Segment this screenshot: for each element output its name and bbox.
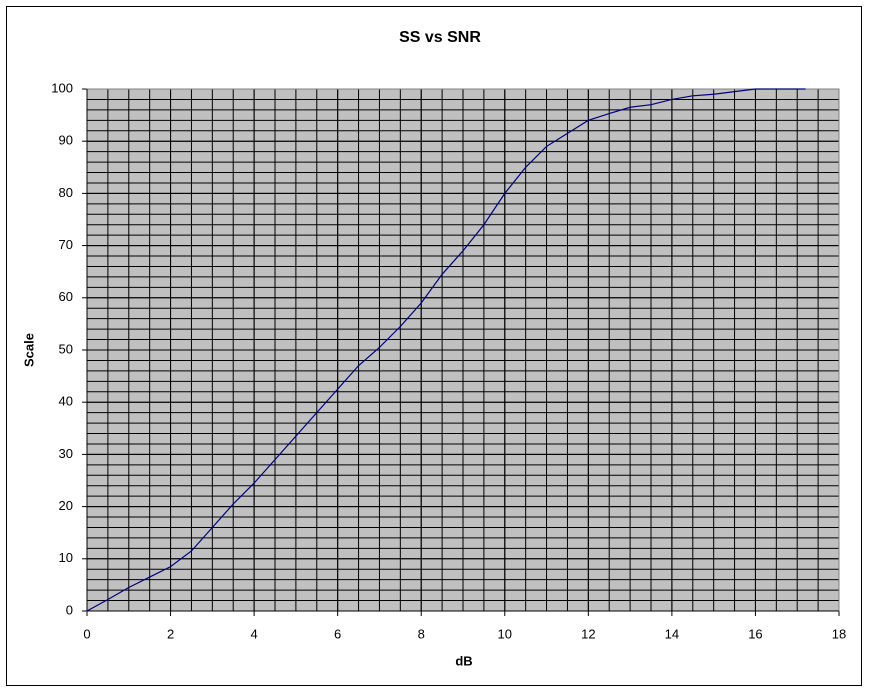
y-tick-label: 30: [59, 446, 73, 461]
y-tick-label: 40: [59, 394, 73, 409]
y-tick-label: 10: [59, 550, 73, 565]
x-axis-label: dB: [455, 653, 472, 668]
y-tick-label: 20: [59, 498, 73, 513]
x-tick-label: 10: [498, 626, 512, 641]
x-tick-label: 18: [832, 626, 846, 641]
x-tick-label: 2: [167, 626, 174, 641]
y-axis-label: Scale: [21, 333, 36, 367]
y-tick-label: 80: [59, 185, 73, 200]
y-tick-label: 50: [59, 341, 73, 356]
y-tick-label: 60: [59, 289, 73, 304]
x-tick-label: 16: [748, 626, 762, 641]
y-tick-label: 90: [59, 133, 73, 148]
x-tick-label: 8: [418, 626, 425, 641]
y-tick-label: 100: [51, 80, 73, 95]
x-tick-label: 14: [665, 626, 679, 641]
x-tick-label: 12: [581, 626, 595, 641]
chart-title: SS vs SNR: [399, 29, 481, 46]
data-line: [86, 88, 806, 612]
x-tick-label: 4: [250, 626, 257, 641]
y-tick-label: 0: [66, 602, 73, 617]
y-tick-label: 70: [59, 237, 73, 252]
x-tick-label: 6: [334, 626, 341, 641]
x-tick-label: 0: [83, 626, 90, 641]
